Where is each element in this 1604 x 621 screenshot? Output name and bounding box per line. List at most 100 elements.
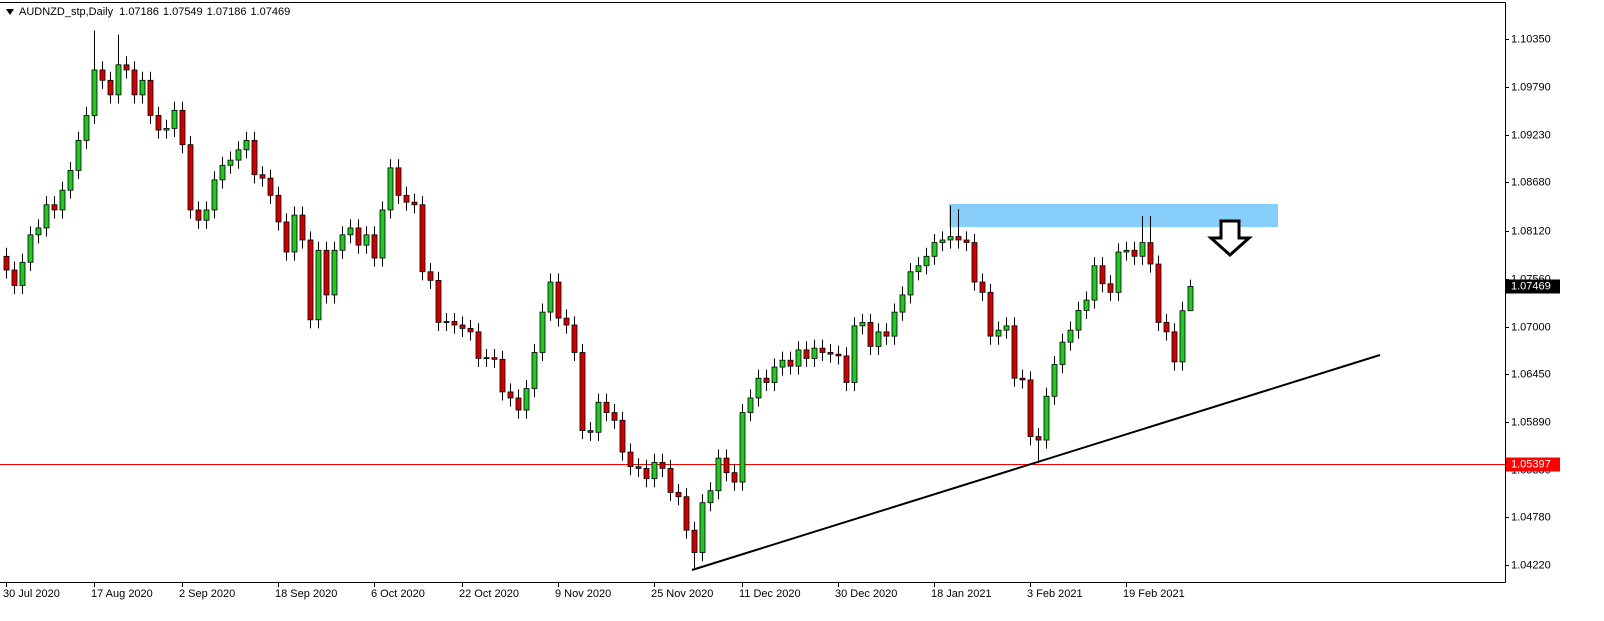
x-tick-label: 6 Oct 2020 [371,588,425,600]
candle-body [819,347,826,353]
candle-body [707,490,714,504]
candle-body [299,214,306,241]
y-tick-label: 1.08120 [1511,225,1551,237]
candle-body [1139,242,1146,257]
x-tick-label: 25 Nov 2020 [651,588,713,600]
plot-area [0,30,1505,571]
chart-header: AUDNZD_stp,Daily 1.07186 1.07549 1.07186 1.0… [19,6,290,18]
candle-body [603,401,610,413]
y-tick-label: 1.09790 [1511,81,1551,93]
candle-body [595,401,602,433]
candle-body [795,349,802,367]
candle-body [1123,249,1130,253]
candle-body [1043,395,1050,441]
level-label-box [1506,457,1560,472]
candle-body [435,279,442,323]
candle-body [387,167,394,211]
candle-body [987,291,994,337]
candle-body [851,325,858,383]
candle-body [139,79,146,96]
candle-body [611,412,618,421]
y-tick-label: 1.06450 [1511,368,1551,380]
candle-body [1075,309,1082,331]
candle-body [227,159,234,166]
price-label-box [1506,279,1560,294]
candle-body [411,201,418,206]
y-tick-label: 1.09230 [1511,129,1551,141]
menu-triangle [6,9,14,15]
candle-body [547,281,554,313]
candle-body [115,64,122,96]
candle-body [35,227,42,236]
candle-body [1107,283,1114,293]
resistance-zone [949,203,1278,228]
candle-body [251,139,258,176]
candle-body [627,451,634,468]
candle-body [1155,263,1162,323]
price-label: 1.07469 [1511,280,1551,292]
candle-body [523,388,530,411]
chart-title: AUDNZD_stp,Daily [19,6,114,18]
candle-body [499,358,506,393]
level-label: 1.05397 [1511,458,1551,470]
candle-body [675,492,682,498]
x-tick-label: 18 Sep 2020 [275,588,337,600]
y-tick-label: 1.05890 [1511,416,1551,428]
candle-body [75,139,82,171]
candle-body [899,294,906,313]
candle-body [699,502,706,553]
candle-body [403,194,410,203]
candle-body [683,496,690,531]
candle-body [43,204,50,229]
y-tick-label: 1.04220 [1511,559,1551,571]
candle-body [955,236,962,241]
candle-body [747,397,754,413]
candle-body [723,457,730,474]
candle-body [451,321,458,326]
x-tick-label: 18 Jan 2021 [931,588,992,600]
candle-body [339,234,346,251]
candle-body [315,249,322,321]
x-tick-label: 11 Dec 2020 [739,588,801,600]
candle-body [891,311,898,337]
candle-body [51,204,58,211]
candle-body [275,194,282,223]
candle-body [147,79,154,116]
candle-body [619,419,626,453]
candle-body [579,352,586,431]
candle-body [1035,436,1042,441]
candle-body [475,331,482,359]
down-arrow [1207,219,1253,258]
x-tick-label: 30 Dec 2020 [835,588,897,600]
y-tick-label: 1.08680 [1511,176,1551,188]
candle-body [1147,242,1154,265]
candle-body [563,317,570,326]
candle-body [915,265,922,273]
candle-body [867,322,874,347]
candle-body [259,174,266,179]
candle-body [803,349,810,359]
candle-body [515,397,522,411]
candle-body [691,529,698,553]
candle-body [571,324,578,353]
candle-body [923,255,930,267]
ohlc-close: 1.07469 [250,6,290,18]
candle-body [763,377,770,383]
candle-body [755,377,762,399]
candle-body [331,249,338,296]
candle-body [211,179,218,211]
candle-body [187,144,194,211]
candle-body [427,271,434,281]
candle-body [907,271,914,296]
candle-body [643,467,650,480]
candle-body [667,467,674,493]
candle-body [1091,265,1098,301]
candle-body [811,347,818,359]
candle-body [491,357,498,360]
ohlc-low: 1.07186 [207,6,247,18]
candle-body [459,324,466,329]
candle-body [787,359,794,367]
candle-body [875,331,882,347]
candle-body [59,189,66,211]
